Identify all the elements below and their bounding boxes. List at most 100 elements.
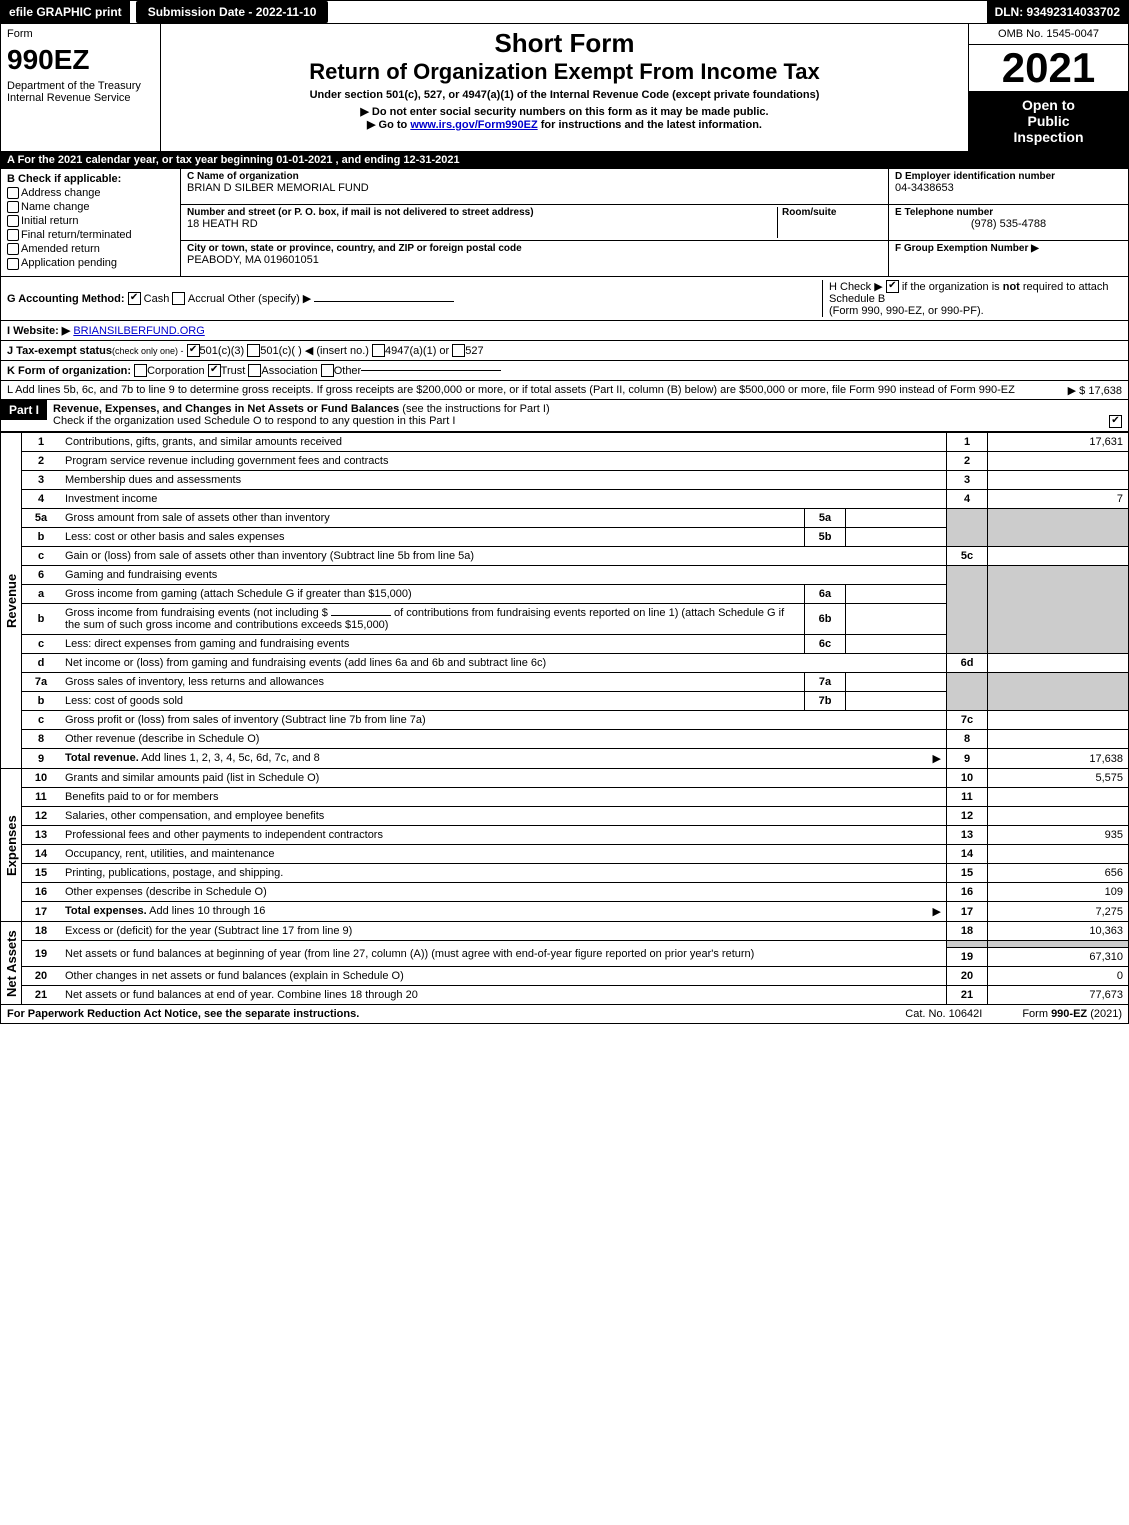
line-19-val-shade: [988, 941, 1129, 948]
line-9-rno: 9: [947, 749, 988, 769]
checkbox-accrual[interactable]: [172, 292, 185, 305]
line-13-val: 935: [988, 826, 1129, 845]
line-3-desc: Membership dues and assessments: [65, 474, 241, 486]
line-3-rno: 3: [947, 471, 988, 490]
line-20-desc: Other changes in net assets or fund bala…: [65, 970, 404, 982]
line-1-val: 17,631: [988, 433, 1129, 452]
line-18-rno: 18: [947, 922, 988, 941]
line-18-desc: Excess or (deficit) for the year (Subtra…: [65, 925, 352, 937]
line-5a-desc: Gross amount from sale of assets other t…: [65, 512, 330, 524]
line-12-rno: 12: [947, 807, 988, 826]
submission-date: Submission Date - 2022-11-10: [136, 1, 329, 23]
checkbox-501c[interactable]: [247, 344, 260, 357]
line-13-desc: Professional fees and other payments to …: [65, 829, 383, 841]
line-6c-subval: [846, 635, 947, 654]
return-title: Return of Organization Exempt From Incom…: [167, 59, 962, 85]
room-label: Room/suite: [782, 207, 882, 218]
ein-label: D Employer identification number: [895, 171, 1122, 182]
line-14-desc: Occupancy, rent, utilities, and maintena…: [65, 848, 275, 860]
checkbox-initial-return[interactable]: [7, 215, 19, 227]
form-header: Form 990EZ Department of the Treasury In…: [0, 24, 1129, 152]
line-9-desc2: Add lines 1, 2, 3, 4, 5c, 6d, 7c, and 8: [139, 752, 320, 764]
line-16-rno: 16: [947, 883, 988, 902]
other-org-input[interactable]: [361, 370, 501, 371]
checkbox-association[interactable]: [248, 364, 261, 377]
line-20-no: 20: [22, 967, 61, 986]
line-6-val-shade: [988, 566, 1129, 654]
checkbox-schedule-o[interactable]: ✔: [1109, 415, 1122, 428]
city-label: City or town, state or province, country…: [187, 243, 882, 254]
final-return-label: Final return/terminated: [21, 229, 132, 241]
section-a-text: A For the 2021 calendar year, or tax yea…: [7, 154, 460, 166]
checkbox-application-pending[interactable]: [7, 258, 19, 270]
org-name-label: C Name of organization: [187, 171, 882, 182]
trust-label: Trust: [221, 365, 246, 377]
line-8-rno: 8: [947, 730, 988, 749]
checkbox-amended-return[interactable]: [7, 243, 19, 255]
line-10-val: 5,575: [988, 769, 1129, 788]
line-4-rno: 4: [947, 490, 988, 509]
line-21-rno: 21: [947, 986, 988, 1005]
h-not: not: [1003, 281, 1020, 293]
checkbox-final-return[interactable]: [7, 229, 19, 241]
irs-link[interactable]: www.irs.gov/Form990EZ: [410, 119, 537, 131]
accrual-label: Accrual: [188, 293, 225, 305]
line-5a-subval: [846, 509, 947, 528]
line-7c-desc: Gross profit or (loss) from sales of inv…: [65, 714, 426, 726]
checkbox-address-change[interactable]: [7, 187, 19, 199]
line-18-val: 10,363: [988, 922, 1129, 941]
dept-label: Department of the Treasury: [7, 80, 154, 92]
line-9-desc-bold: Total revenue.: [65, 752, 139, 764]
checkbox-cash[interactable]: ✔: [128, 292, 141, 305]
other-specify-input[interactable]: [314, 301, 454, 302]
efile-label[interactable]: efile GRAPHIC print: [1, 1, 130, 23]
line-7c-val: [988, 711, 1129, 730]
checkbox-corporation[interactable]: [134, 364, 147, 377]
line-17-desc2: Add lines 10 through 16: [147, 905, 266, 917]
line-14-no: 14: [22, 845, 61, 864]
line-14-val: [988, 845, 1129, 864]
expenses-vertical-label: Expenses: [1, 769, 22, 922]
line-6-rno-shade: [947, 566, 988, 654]
checkbox-trust[interactable]: ✔: [208, 364, 221, 377]
netassets-vertical-label: Net Assets: [1, 922, 22, 1005]
checkbox-other-org[interactable]: [321, 364, 334, 377]
line-18-no: 18: [22, 922, 61, 941]
section-h: H Check ▶ ✔ if the organization is not r…: [822, 280, 1122, 318]
line-20-val: 0: [988, 967, 1129, 986]
section-gh: G Accounting Method: ✔ Cash Accrual Othe…: [0, 277, 1129, 322]
line-5a-sub: 5a: [805, 509, 846, 528]
section-i: I Website: ▶ BRIANSILBERFUND.ORG: [0, 321, 1129, 341]
checkbox-4947[interactable]: [372, 344, 385, 357]
checkbox-name-change[interactable]: [7, 201, 19, 213]
opt-501c3: 501(c)(3): [200, 345, 245, 357]
checkbox-527[interactable]: [452, 344, 465, 357]
checkbox-schedule-b[interactable]: ✔: [886, 280, 899, 293]
goto-prefix: ▶ Go to: [367, 119, 410, 131]
line-5c-rno: 5c: [947, 547, 988, 566]
line-1-rno: 1: [947, 433, 988, 452]
line-6a-subval: [846, 585, 947, 604]
footer-right-prefix: Form: [1022, 1008, 1051, 1020]
line-8-no: 8: [22, 730, 61, 749]
line-14-rno: 14: [947, 845, 988, 864]
line-6a-sub: 6a: [805, 585, 846, 604]
line-5c-no: c: [22, 547, 61, 566]
other-specify-label: Other (specify) ▶: [228, 293, 312, 305]
gross-receipts-amount: ▶ $ 17,638: [1068, 384, 1122, 397]
line-7b-desc: Less: cost of goods sold: [65, 695, 183, 707]
line-10-desc: Grants and similar amounts paid (list in…: [65, 772, 319, 784]
line-10-rno: 10: [947, 769, 988, 788]
line-20-rno: 20: [947, 967, 988, 986]
line-6d-rno: 6d: [947, 654, 988, 673]
line-6b-blank[interactable]: [331, 615, 391, 616]
line-8-desc: Other revenue (describe in Schedule O): [65, 733, 259, 745]
line-11-val: [988, 788, 1129, 807]
line-4-no: 4: [22, 490, 61, 509]
website-link[interactable]: BRIANSILBERFUND.ORG: [73, 325, 204, 337]
checkbox-501c3[interactable]: ✔: [187, 344, 200, 357]
section-b-label: B: [7, 173, 15, 185]
form-label: Form: [7, 28, 154, 40]
cash-label: Cash: [144, 293, 170, 305]
line-6a-no: a: [22, 585, 61, 604]
